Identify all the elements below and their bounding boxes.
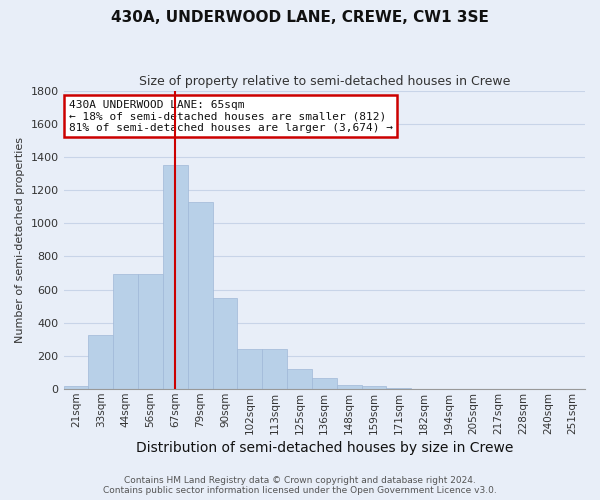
Bar [113,274,138,389]
Bar [163,165,188,389]
Y-axis label: Number of semi-detached properties: Number of semi-detached properties [15,137,25,343]
Bar [386,388,411,389]
Title: Size of property relative to semi-detached houses in Crewe: Size of property relative to semi-detach… [139,75,510,88]
Bar [262,348,287,389]
Bar [88,335,113,389]
Bar [238,348,262,389]
Bar [312,378,337,389]
Bar [362,386,386,389]
Text: 430A UNDERWOOD LANE: 65sqm
← 18% of semi-detached houses are smaller (812)
81% o: 430A UNDERWOOD LANE: 65sqm ← 18% of semi… [69,100,393,132]
Text: 430A, UNDERWOOD LANE, CREWE, CW1 3SE: 430A, UNDERWOOD LANE, CREWE, CW1 3SE [111,10,489,25]
Bar [188,202,212,389]
Bar [337,385,362,389]
Text: Contains HM Land Registry data © Crown copyright and database right 2024.
Contai: Contains HM Land Registry data © Crown c… [103,476,497,495]
X-axis label: Distribution of semi-detached houses by size in Crewe: Distribution of semi-detached houses by … [136,441,513,455]
Bar [64,386,88,389]
Bar [212,298,238,389]
Bar [138,274,163,389]
Bar [287,369,312,389]
